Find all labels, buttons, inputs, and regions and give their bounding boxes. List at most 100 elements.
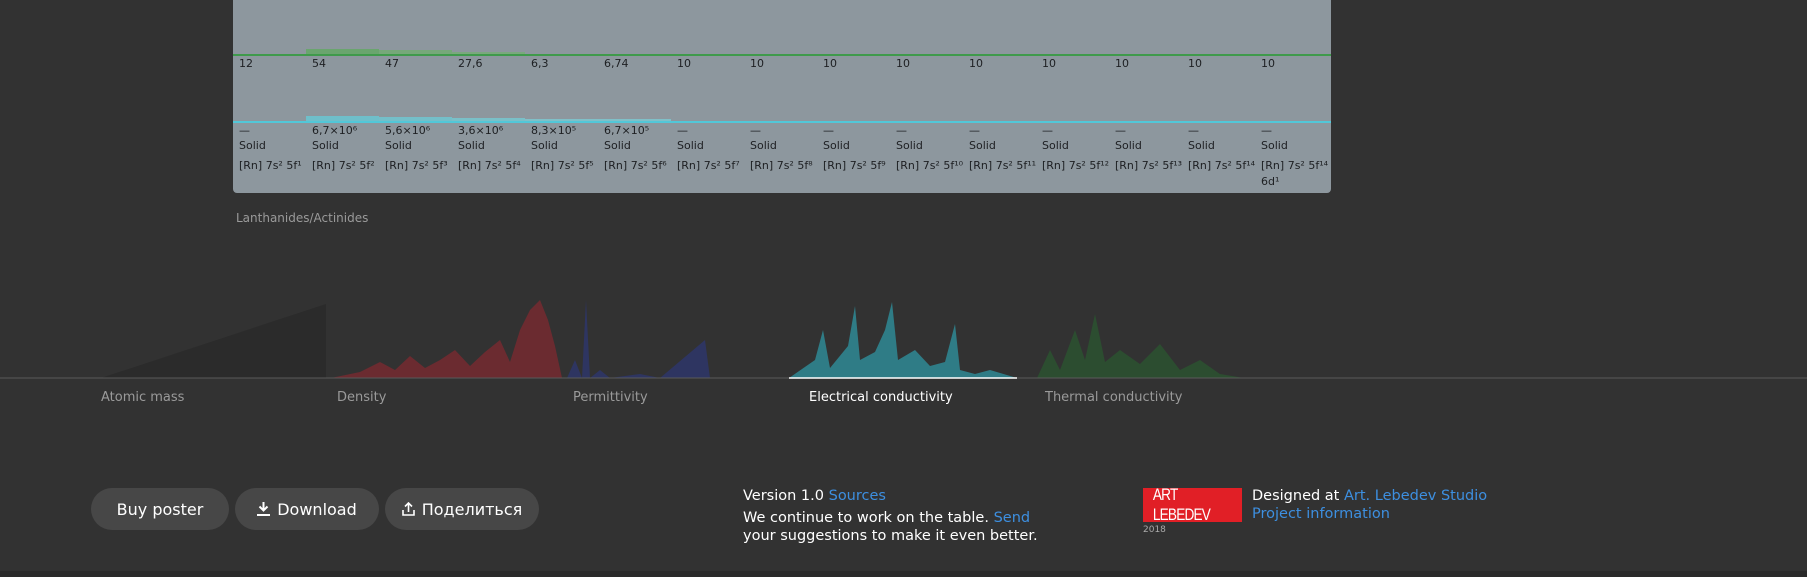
cell-state: Solid [896, 139, 923, 152]
cell-value: 10 [1042, 57, 1056, 70]
cell-state: Solid [458, 139, 485, 152]
cell-value: 12 [239, 57, 253, 70]
cell-state: Solid [1261, 139, 1288, 152]
cell-conductivity: 8,3×10⁵ [531, 124, 577, 137]
cell-config: [Rn] 7s² 5f² [312, 159, 375, 172]
permittivity-silhouette [567, 300, 710, 378]
tab[interactable]: Electrical conductivity [809, 390, 953, 405]
green-highlight [452, 52, 525, 54]
project-link[interactable]: Project information [1252, 506, 1390, 522]
logo-year: 2018 [1143, 525, 1166, 535]
cell-conductivity: — [1188, 124, 1199, 137]
cell-config: [Rn] 7s² 5f¹³ [1115, 159, 1183, 172]
cell-value: 10 [677, 57, 691, 70]
download-button[interactable]: Download [235, 488, 379, 530]
table-label: Lanthanides/Actinides [236, 211, 369, 225]
cell-conductivity: — [1261, 124, 1272, 137]
cyan-line [233, 121, 1331, 123]
cell-state: Solid [750, 139, 777, 152]
cell-value: 27,6 [458, 57, 483, 70]
button-label: Buy poster [116, 499, 204, 519]
cell-value: 10 [1261, 57, 1275, 70]
cell-config: [Rn] 7s² 5f⁵ [531, 159, 594, 172]
cell-state: Solid [604, 139, 631, 152]
thermal-silhouette [1037, 314, 1244, 378]
designed-at: Designed at [1252, 488, 1340, 504]
credits: Designed at Art. Lebedev Studio Project … [1252, 487, 1487, 523]
tab[interactable]: Atomic mass [101, 390, 185, 405]
cell-value: 54 [312, 57, 326, 70]
green-line [233, 54, 1331, 56]
tab[interactable]: Thermal conductivity [1045, 390, 1183, 405]
cell-value: 10 [1115, 57, 1129, 70]
logo-text: ART LEBEDEV [1152, 485, 1211, 524]
cell-config: [Rn] 7s² 5f⁷ [677, 159, 740, 172]
cell-config: [Rn] 7s² 5f¹² [1042, 159, 1110, 172]
table-panel: 12 — Solid [Rn] 7s² 5f¹ 54 6,7×10⁶ Solid [Rn] 7… [233, 0, 1331, 193]
cell-state: Solid [239, 139, 266, 152]
tab[interactable]: Permittivity [573, 390, 648, 405]
button-label: Поделиться [421, 499, 523, 519]
cell-state: Solid [677, 139, 704, 152]
cell-state: Solid [531, 139, 558, 152]
cell-state: Solid [823, 139, 850, 152]
cell-conductivity: — [896, 124, 907, 137]
cell-conductivity: — [1042, 124, 1053, 137]
cell-config: [Rn] 7s² 5f¹⁰ [896, 159, 964, 172]
cell-config: [Rn] 7s² 5f¹⁴ 6d¹ [1261, 159, 1329, 188]
cell-value: 10 [969, 57, 983, 70]
tab[interactable]: Density [337, 390, 387, 405]
cell-config: [Rn] 7s² 5f¹¹ [969, 159, 1037, 172]
cell-conductivity: — [969, 124, 980, 137]
bottom-edge [0, 571, 1807, 577]
atomic-mass-silhouette [101, 304, 326, 378]
cell-value: 10 [896, 57, 910, 70]
share-icon [401, 502, 415, 516]
cell-config: [Rn] 7s² 5f⁴ [458, 159, 521, 172]
cell-conductivity: 3,6×10⁶ [458, 124, 504, 137]
green-highlight [379, 50, 452, 54]
cell-conductivity: — [239, 124, 250, 137]
buy-button[interactable]: Buy poster [91, 488, 229, 530]
cell-conductivity: — [823, 124, 834, 137]
cyan-highlight [525, 119, 671, 121]
message: your suggestions to make it even better. [743, 528, 1038, 544]
logo[interactable]: ART LEBEDEV [1143, 485, 1242, 524]
density-silhouette [331, 300, 562, 378]
cell-conductivity: 6,7×10⁶ [312, 124, 358, 137]
cell-config: [Rn] 7s² 5f¹ [239, 159, 302, 172]
version: Version 1.0 [743, 488, 824, 504]
download-icon [257, 502, 271, 516]
version-block: Version 1.0 Sources We continue to work … [743, 487, 1038, 545]
cell-conductivity: 6,7×10⁵ [604, 124, 650, 137]
cyan-highlight [379, 117, 452, 121]
cyan-highlight [306, 116, 379, 121]
cell-config: [Rn] 7s² 5f¹⁴ [1188, 159, 1256, 172]
cell-value: 10 [750, 57, 764, 70]
cell-value: 6,3 [531, 57, 549, 70]
cell-state: Solid [1188, 139, 1215, 152]
share-button[interactable]: Поделиться [385, 488, 539, 530]
cell-state: Solid [385, 139, 412, 152]
green-highlight [306, 49, 379, 54]
cell-conductivity: — [677, 124, 688, 137]
cell-conductivity: — [1115, 124, 1126, 137]
cell-config: [Rn] 7s² 5f³ [385, 159, 448, 172]
cell-state: Solid [969, 139, 996, 152]
studio-link[interactable]: Art. Lebedev Studio [1343, 488, 1488, 504]
cell-value: 47 [385, 57, 399, 70]
cell-state: Solid [1042, 139, 1069, 152]
cell-value: 10 [823, 57, 837, 70]
cell-conductivity: — [750, 124, 761, 137]
send-link[interactable]: Send [993, 510, 1031, 526]
button-label: Download [277, 499, 357, 519]
sources-link[interactable]: Sources [828, 488, 886, 504]
message: We continue to work on the table. [743, 510, 989, 526]
cell-conductivity: 5,6×10⁶ [385, 124, 431, 137]
cyan-highlight [452, 118, 525, 121]
cell-value: 10 [1188, 57, 1202, 70]
cell-config: [Rn] 7s² 5f⁶ [604, 159, 667, 172]
mini-charts [0, 300, 1807, 379]
cell-state: Solid [1115, 139, 1142, 152]
